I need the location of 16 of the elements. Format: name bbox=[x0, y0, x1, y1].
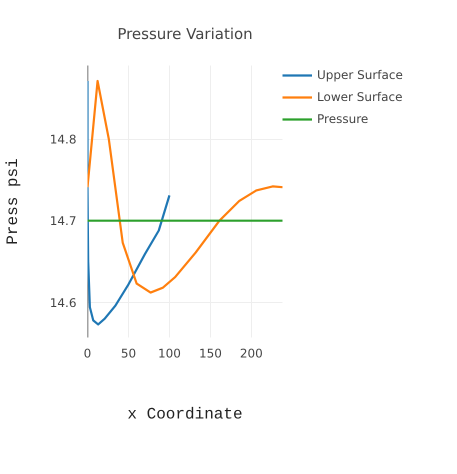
x-tick-label: 100 bbox=[158, 346, 181, 360]
x-axis-title: x Coordinate bbox=[127, 406, 243, 424]
chart-title: Pressure Variation bbox=[117, 25, 253, 43]
legend-label: Lower Surface bbox=[317, 90, 402, 104]
x-tick-label: 150 bbox=[198, 346, 222, 360]
line-series bbox=[88, 80, 282, 294]
y-tick-label: 14.8 bbox=[50, 132, 76, 147]
x-tick-label: 200 bbox=[240, 346, 263, 360]
legend-label: Pressure bbox=[317, 112, 368, 126]
x-tick-label: 50 bbox=[120, 346, 136, 360]
y-axis-title: Press psi bbox=[4, 158, 22, 245]
x-tick-label: 0 bbox=[84, 346, 92, 360]
legend-label: Upper Surface bbox=[317, 68, 403, 82]
y-tick-label: 14.6 bbox=[50, 296, 76, 310]
line-series bbox=[88, 80, 171, 326]
y-tick-label: 14.7 bbox=[50, 214, 76, 228]
